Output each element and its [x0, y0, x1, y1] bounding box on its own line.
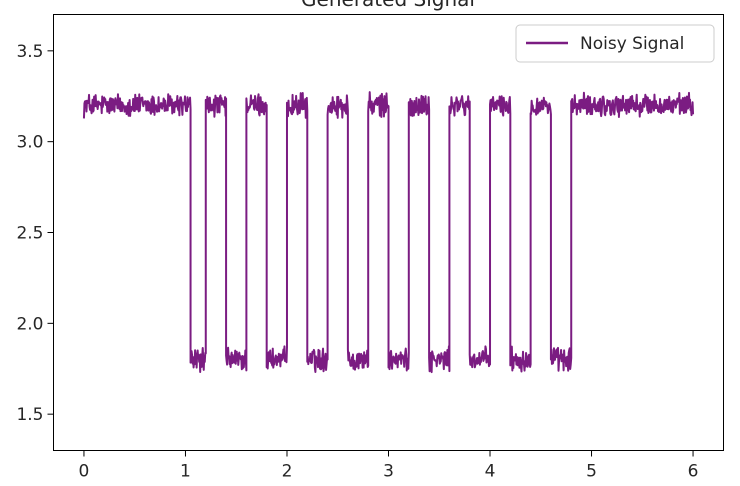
y-tick-label: 3.0: [16, 133, 43, 153]
legend-entry-noisy-signal: Noisy Signal: [580, 34, 684, 54]
x-tick-label: 4: [485, 462, 496, 482]
axis-ticks: 0 1 2 3 4 5 6 1.5 2.0 2.5 3.0 3.5: [16, 42, 698, 482]
legend-box: [515, 24, 715, 63]
x-tick-label: 3: [383, 462, 394, 482]
chart-title: Generated Signal: [301, 0, 475, 11]
legend: Noisy Signal: [515, 24, 715, 63]
x-tick-label: 1: [180, 462, 191, 482]
series-line-noisy-signal: [82, 91, 695, 374]
x-tick-label: 0: [79, 462, 90, 482]
x-tick-label: 6: [688, 462, 699, 482]
x-tick-label: 5: [586, 462, 597, 482]
y-tick-label: 3.5: [16, 42, 43, 62]
y-tick-label: 2.5: [16, 224, 43, 244]
x-tick-label: 2: [282, 462, 293, 482]
y-tick-label: 1.5: [16, 405, 43, 425]
series-layer: [82, 91, 695, 374]
y-tick-label: 2.0: [16, 314, 43, 334]
